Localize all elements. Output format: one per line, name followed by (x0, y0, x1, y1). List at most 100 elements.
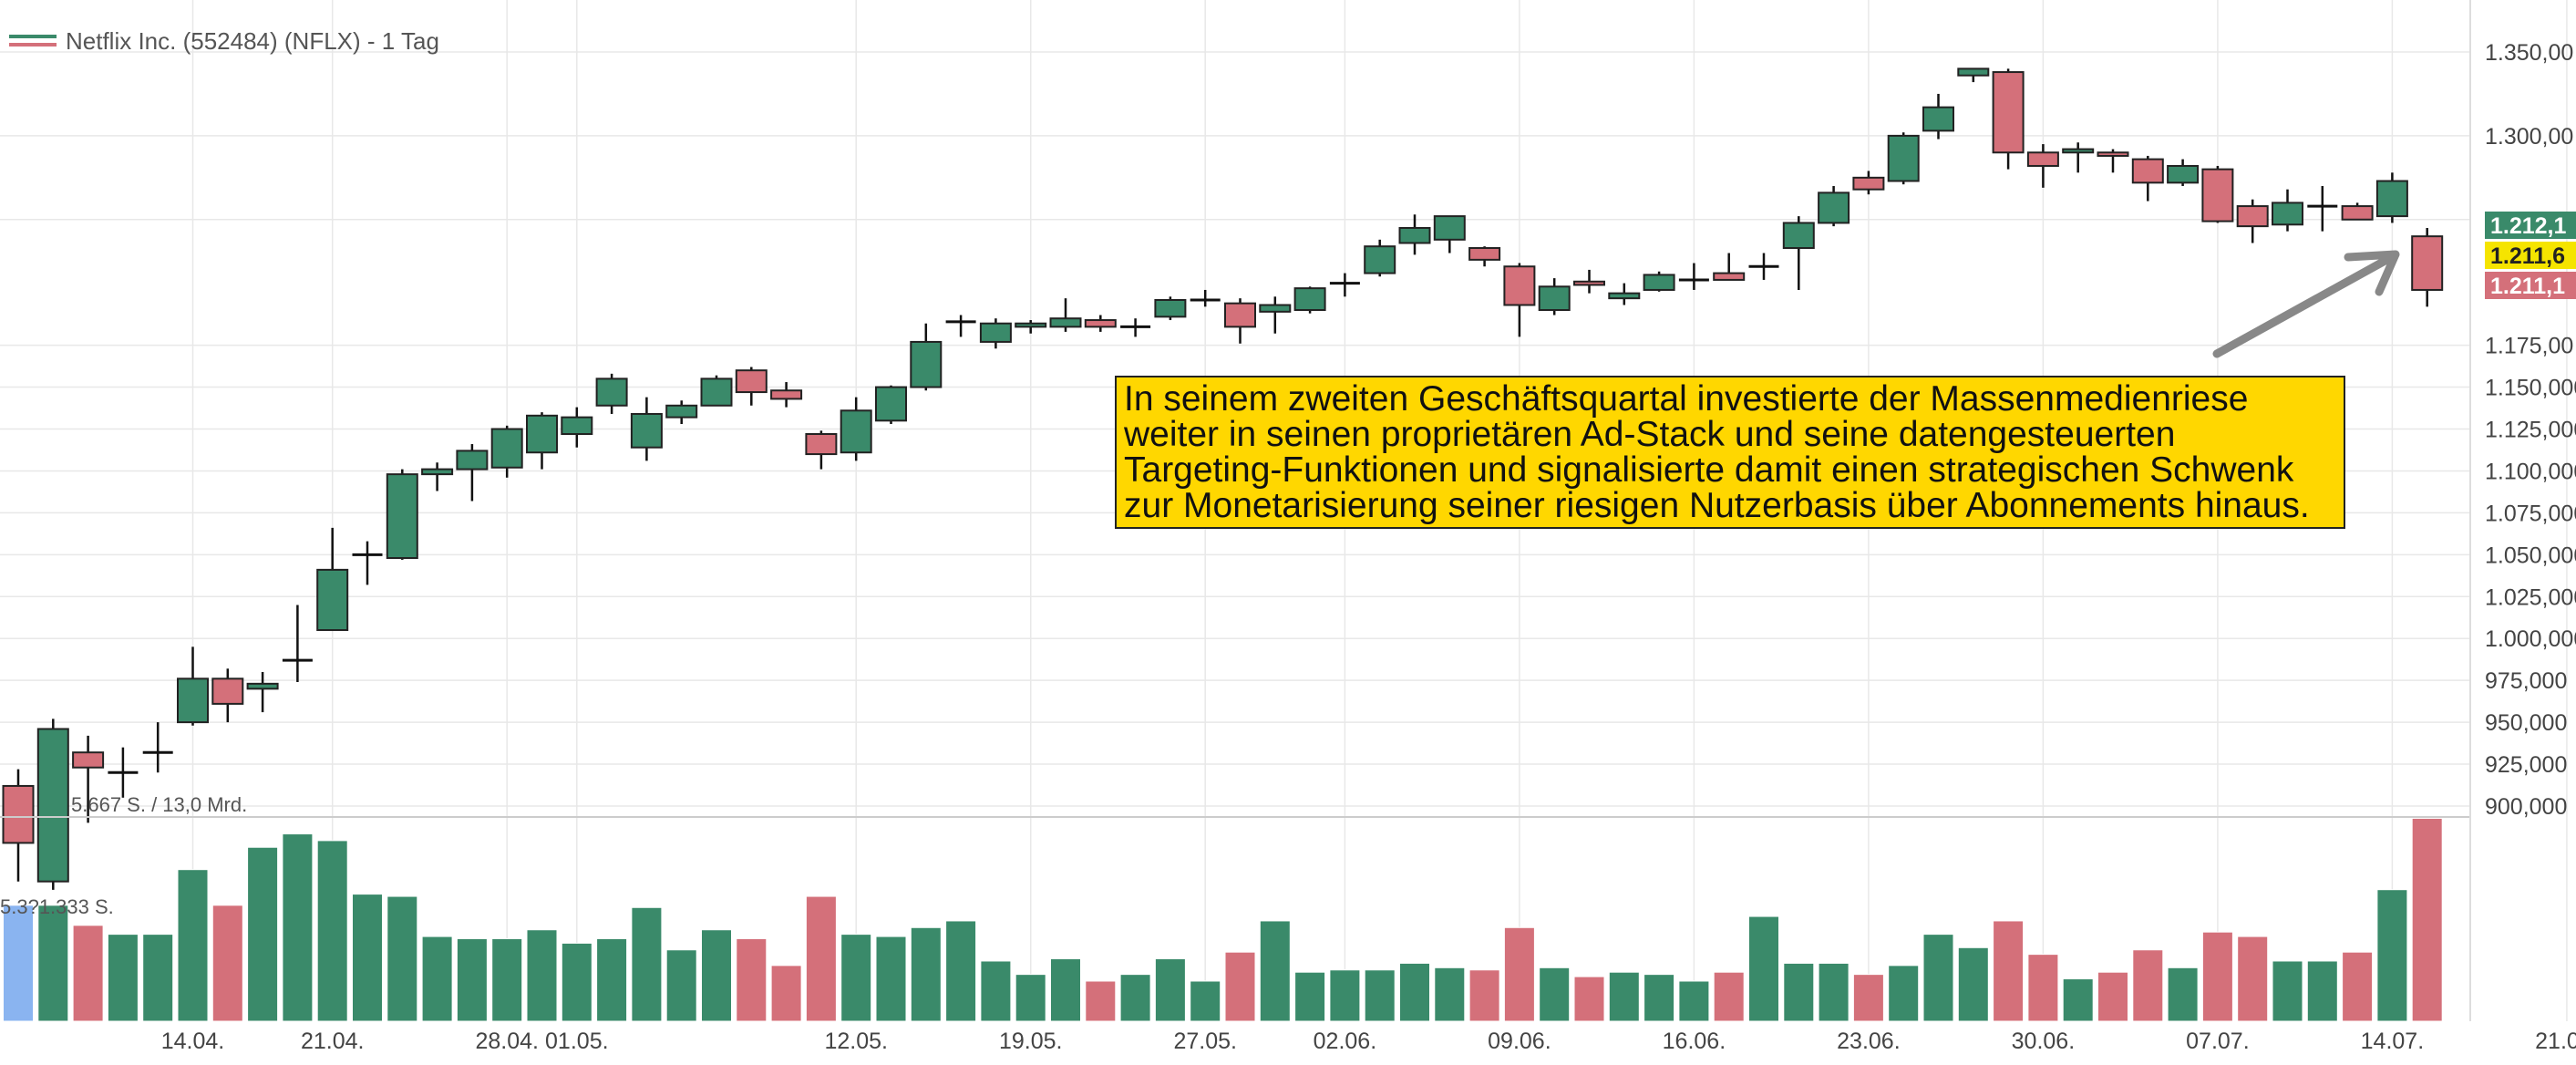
candle (352, 541, 383, 585)
volume-bar (142, 934, 174, 1022)
candle-body (1468, 247, 1501, 261)
x-axis-ticks: 14.04. 21.04. 28.04. 01.05. 12.05. 19.05. 27.0… (161, 1029, 2576, 1054)
volume-bar (2132, 949, 2164, 1022)
volume-max-label: 5.667 S. / 13,0 Mrd. (71, 793, 248, 816)
candle (211, 668, 244, 723)
candle-body (2167, 164, 2200, 184)
candle-body (1224, 302, 1256, 328)
volume-bar (107, 934, 139, 1022)
y-tick-label: 1.300,00 (2485, 124, 2573, 150)
candle-body (1084, 319, 1117, 328)
y-tick-label: 1.100,000 (2485, 459, 2576, 484)
volume-bar (2411, 817, 2443, 1022)
candle-body (2131, 158, 2164, 184)
price-badge (2485, 272, 2576, 299)
candle (1433, 215, 1466, 253)
candle-body (421, 468, 454, 476)
annotation-box: In seinem zweiten Geschäftsquartal inves… (1115, 376, 2345, 529)
volume-bar (1050, 958, 1081, 1022)
candle-body (2062, 148, 2095, 154)
candle (700, 375, 733, 407)
candle (177, 646, 209, 726)
candle (2026, 144, 2059, 188)
candle (840, 397, 872, 461)
candle-body (490, 428, 523, 469)
candle (142, 722, 173, 773)
candle-body (456, 450, 489, 470)
x-tick-label: 14.07. (2361, 1029, 2425, 1054)
y-tick-label: 900,000 (2485, 794, 2567, 820)
volume-bar (316, 840, 348, 1022)
price-badge-label: 1.211,1 (2490, 274, 2565, 299)
legend-line-icon (9, 35, 57, 47)
candle-body (561, 416, 593, 436)
candle (1015, 320, 1047, 334)
volume-bar (1608, 971, 1640, 1022)
candle-body (1259, 304, 1292, 313)
volume-bar (1713, 971, 1745, 1022)
volume-bar (1643, 974, 1675, 1022)
volume-bar (1783, 962, 1815, 1022)
candle (910, 323, 943, 391)
volume-bar (386, 895, 418, 1022)
candle (1678, 263, 1709, 290)
volume-bar (1852, 974, 1884, 1022)
x-tick-label: 07.07. (2186, 1029, 2250, 1054)
volume-bar (1434, 967, 1466, 1022)
chart-legend: Netflix Inc. (552484) (NFLX) - 1 Tag (9, 26, 439, 57)
y-tick-label: 975,000 (2485, 668, 2567, 694)
candle-body (1364, 245, 1396, 274)
candle-body (316, 568, 349, 632)
volume-bar (1748, 915, 1779, 1022)
volume-bar (1154, 958, 1186, 1022)
candle (1538, 278, 1571, 315)
volume-bar (1503, 926, 1535, 1022)
x-tick-label: 19.05. (999, 1029, 1063, 1054)
y-axis-ticks: 900,000 925,000 950,000 975,000 1.000,000 1.0… (2485, 40, 2576, 820)
candle (2307, 186, 2338, 232)
volume-bar (1259, 920, 1291, 1022)
annotation-line: Targeting-Funktionen und signalisierte d… (1124, 450, 2294, 490)
candle (490, 425, 523, 478)
x-tick-label: 14.04. (161, 1029, 225, 1054)
volume-bar (456, 938, 488, 1022)
volume-bar (1015, 974, 1046, 1022)
candle (1293, 286, 1326, 314)
volume-bar (177, 869, 209, 1022)
arrow-shaft (2212, 254, 2393, 358)
y-tick-label: 1.000,000 (2485, 626, 2576, 652)
x-tick-label: 09.06. (1488, 1029, 1551, 1054)
candle-body (840, 409, 872, 454)
price-badge-label: 1.211,6 (2490, 243, 2565, 269)
candle-body (246, 682, 279, 690)
candle (2272, 189, 2303, 232)
volume-average-label: 5.3?1.333 S. (0, 895, 114, 918)
volume-bar (2306, 960, 2338, 1022)
volume-bar (352, 894, 383, 1022)
volume-bar (736, 938, 768, 1022)
candle-body (2, 784, 35, 844)
candle (1782, 216, 1815, 290)
candle-body (1992, 71, 2025, 154)
candle (1643, 271, 1675, 292)
candle-body (979, 322, 1012, 343)
volume-bar (2167, 967, 2199, 1022)
y-tick-label: 1.125,000 (2485, 418, 2576, 443)
candle (2411, 227, 2444, 307)
candle-body (2097, 151, 2129, 157)
x-tick-label: 21.07. (2535, 1029, 2576, 1054)
candle (770, 382, 803, 408)
candle-body (1713, 272, 1746, 281)
candle (2131, 155, 2164, 202)
annotation-line: weiter in seinen proprietären Ad-Stack u… (1124, 415, 2176, 454)
x-tick-label: 21.04. (301, 1029, 365, 1054)
arrow-head (2344, 250, 2400, 296)
volume-bar (1539, 967, 1571, 1022)
volume-bar (1957, 946, 1989, 1022)
candle-body (1154, 298, 1187, 318)
volume-bar (1119, 974, 1151, 1022)
volume-bar (247, 846, 279, 1022)
candle (1852, 171, 1885, 195)
candle (945, 315, 976, 337)
